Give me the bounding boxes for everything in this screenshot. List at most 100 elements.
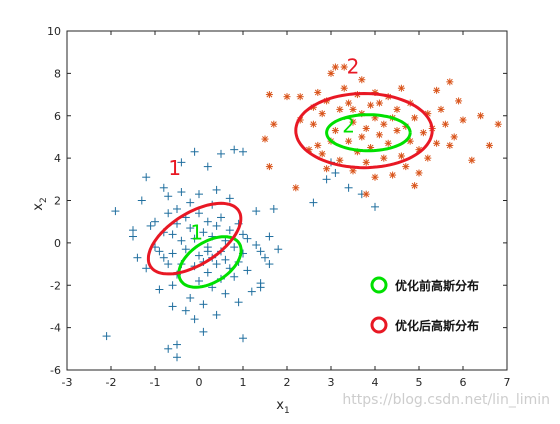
plus-marker <box>265 232 274 241</box>
cluster-labels: 1 2 1 2 <box>168 54 359 244</box>
asterisk-marker <box>411 114 419 122</box>
ellipse-after <box>294 91 434 170</box>
plus-marker <box>168 230 177 239</box>
asterisk-marker <box>380 154 388 162</box>
x-tick-label: 4 <box>372 376 379 389</box>
asterisk-marker <box>349 105 357 113</box>
plus-marker <box>181 245 190 254</box>
asterisk-marker <box>331 127 339 135</box>
plus-marker <box>190 147 199 156</box>
asterisk-marker <box>314 141 322 149</box>
plus-marker <box>322 175 331 184</box>
plus-marker <box>177 188 186 197</box>
asterisk-marker <box>314 88 322 96</box>
y-tick-label: -4 <box>50 322 61 335</box>
plus-marker <box>261 253 269 262</box>
plus-marker <box>309 198 318 207</box>
plus-marker <box>243 266 252 275</box>
plus-marker <box>195 277 203 286</box>
plus-marker <box>225 194 234 203</box>
plus-marker <box>195 190 203 199</box>
plus-marker <box>252 240 261 249</box>
plus-marker <box>195 251 203 260</box>
plus-marker <box>142 173 151 182</box>
asterisk-marker <box>371 173 379 181</box>
asterisk-marker <box>393 127 401 135</box>
plus-marker <box>225 226 234 235</box>
asterisk-marker <box>437 105 445 113</box>
asterisk-marker <box>345 137 353 145</box>
x-tick-label: 2 <box>284 376 291 389</box>
asterisk-marker <box>362 158 370 166</box>
plus-marker <box>252 207 261 216</box>
asterisk-marker <box>468 156 476 164</box>
asterisk-marker <box>292 184 300 192</box>
plus-marker <box>230 145 239 154</box>
asterisk-marker <box>433 86 441 94</box>
asterisk-marker <box>380 120 388 128</box>
asterisk-marker <box>477 112 485 120</box>
ellipse-before <box>177 235 243 289</box>
cluster-label: 1 <box>168 156 181 180</box>
asterisk-marker <box>309 120 317 128</box>
asterisk-marker <box>261 135 269 143</box>
asterisk-marker <box>441 120 449 128</box>
plus-marker <box>173 204 181 213</box>
asterisk-marker <box>358 133 366 141</box>
plus-marker <box>269 204 278 213</box>
plus-marker <box>168 249 177 258</box>
plus-marker <box>155 285 164 294</box>
ellipse-after <box>146 201 243 276</box>
plus-marker <box>164 209 173 218</box>
plus-marker <box>230 272 239 281</box>
plus-marker <box>102 332 111 341</box>
x-tick-label: 1 <box>240 376 247 389</box>
y-tick-label: 2 <box>54 195 61 208</box>
plus-marker <box>217 213 225 222</box>
asterisk-marker <box>340 63 348 71</box>
plus-marker <box>239 334 247 343</box>
plus-marker <box>195 209 203 218</box>
plus-marker <box>164 192 173 201</box>
plus-marker <box>212 221 221 230</box>
plus-marker <box>203 162 212 171</box>
asterisk-marker <box>270 120 278 128</box>
asterisk-marker <box>459 116 467 124</box>
plus-marker <box>159 183 168 192</box>
plus-marker <box>247 287 256 296</box>
plus-marker <box>371 202 379 211</box>
asterisk-marker <box>362 124 370 132</box>
asterisk-marker <box>455 97 463 105</box>
y-tick-label: -6 <box>50 364 61 377</box>
asterisk-marker <box>411 182 419 190</box>
x-tick-label: 7 <box>504 376 511 389</box>
plus-marker <box>142 264 151 273</box>
legend-marker-after <box>370 316 388 334</box>
plus-marker <box>177 158 186 167</box>
asterisk-marker <box>419 129 427 137</box>
ellipse-before <box>325 113 412 153</box>
plus-marker <box>190 234 199 243</box>
y-tick-label: -2 <box>50 279 61 292</box>
plus-marker <box>230 243 239 252</box>
asterisk-marker <box>384 139 392 147</box>
y-axis-label: x2 <box>31 197 49 210</box>
plus-marker <box>239 230 247 239</box>
plus-marker <box>203 217 212 226</box>
asterisk-marker <box>362 190 370 198</box>
plus-marker <box>186 224 195 233</box>
cluster-label: 1 <box>190 221 203 245</box>
x-tick-label: -3 <box>62 376 73 389</box>
asterisk-marker <box>424 154 432 162</box>
plus-marker <box>199 327 208 336</box>
plus-marker <box>256 247 265 256</box>
asterisk-marker <box>318 110 326 118</box>
plus-marker <box>151 217 159 226</box>
asterisk-marker <box>296 93 304 101</box>
asterisk-marker <box>340 84 348 92</box>
asterisk-marker <box>450 133 458 141</box>
plus-marker <box>274 245 283 254</box>
asterisk-marker <box>375 131 383 139</box>
asterisk-marker <box>358 76 366 84</box>
